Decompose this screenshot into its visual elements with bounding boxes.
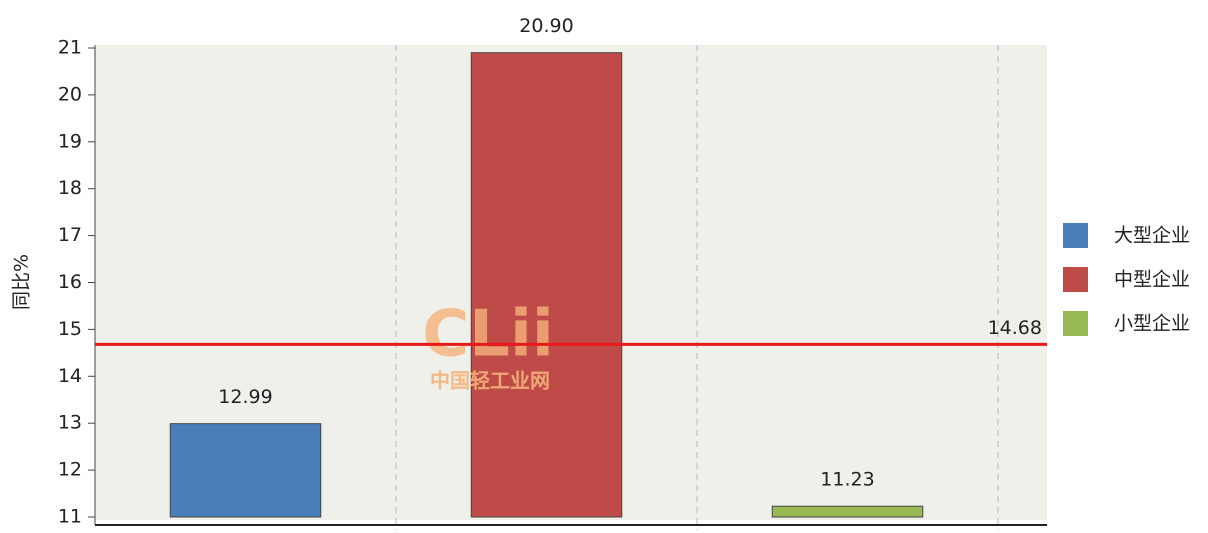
watermark: 中国轻工业网 <box>430 369 550 393</box>
y-axis-label: 同比% <box>11 254 33 310</box>
y-tick-label: 17 <box>58 224 82 246</box>
legend-label: 小型企业 <box>1114 313 1190 335</box>
y-tick-label: 21 <box>58 37 82 59</box>
legend-swatch <box>1063 223 1088 248</box>
value-label: 12.99 <box>218 386 272 408</box>
bar <box>771 505 924 518</box>
legend-swatch <box>1063 267 1088 292</box>
bar <box>470 52 623 518</box>
watermark: CLii <box>422 298 554 372</box>
value-label: 11.23 <box>820 469 874 491</box>
y-tick-label: 13 <box>58 412 82 434</box>
y-tick-label: 12 <box>58 459 82 481</box>
legend-swatch <box>1063 311 1088 336</box>
legend-label: 大型企业 <box>1114 225 1190 247</box>
y-tick-label: 18 <box>58 177 82 199</box>
value-label: 20.90 <box>519 15 573 37</box>
y-tick-label: 14 <box>58 365 82 387</box>
y-tick-label: 20 <box>58 83 82 105</box>
y-tick-label: 16 <box>58 271 82 293</box>
y-tick-label: 19 <box>58 130 82 152</box>
reference-label: 14.68 <box>988 317 1042 339</box>
y-tick-label: 15 <box>58 318 82 340</box>
bar <box>169 423 322 518</box>
y-tick-label: 11 <box>58 506 82 528</box>
legend-label: 中型企业 <box>1114 269 1190 291</box>
